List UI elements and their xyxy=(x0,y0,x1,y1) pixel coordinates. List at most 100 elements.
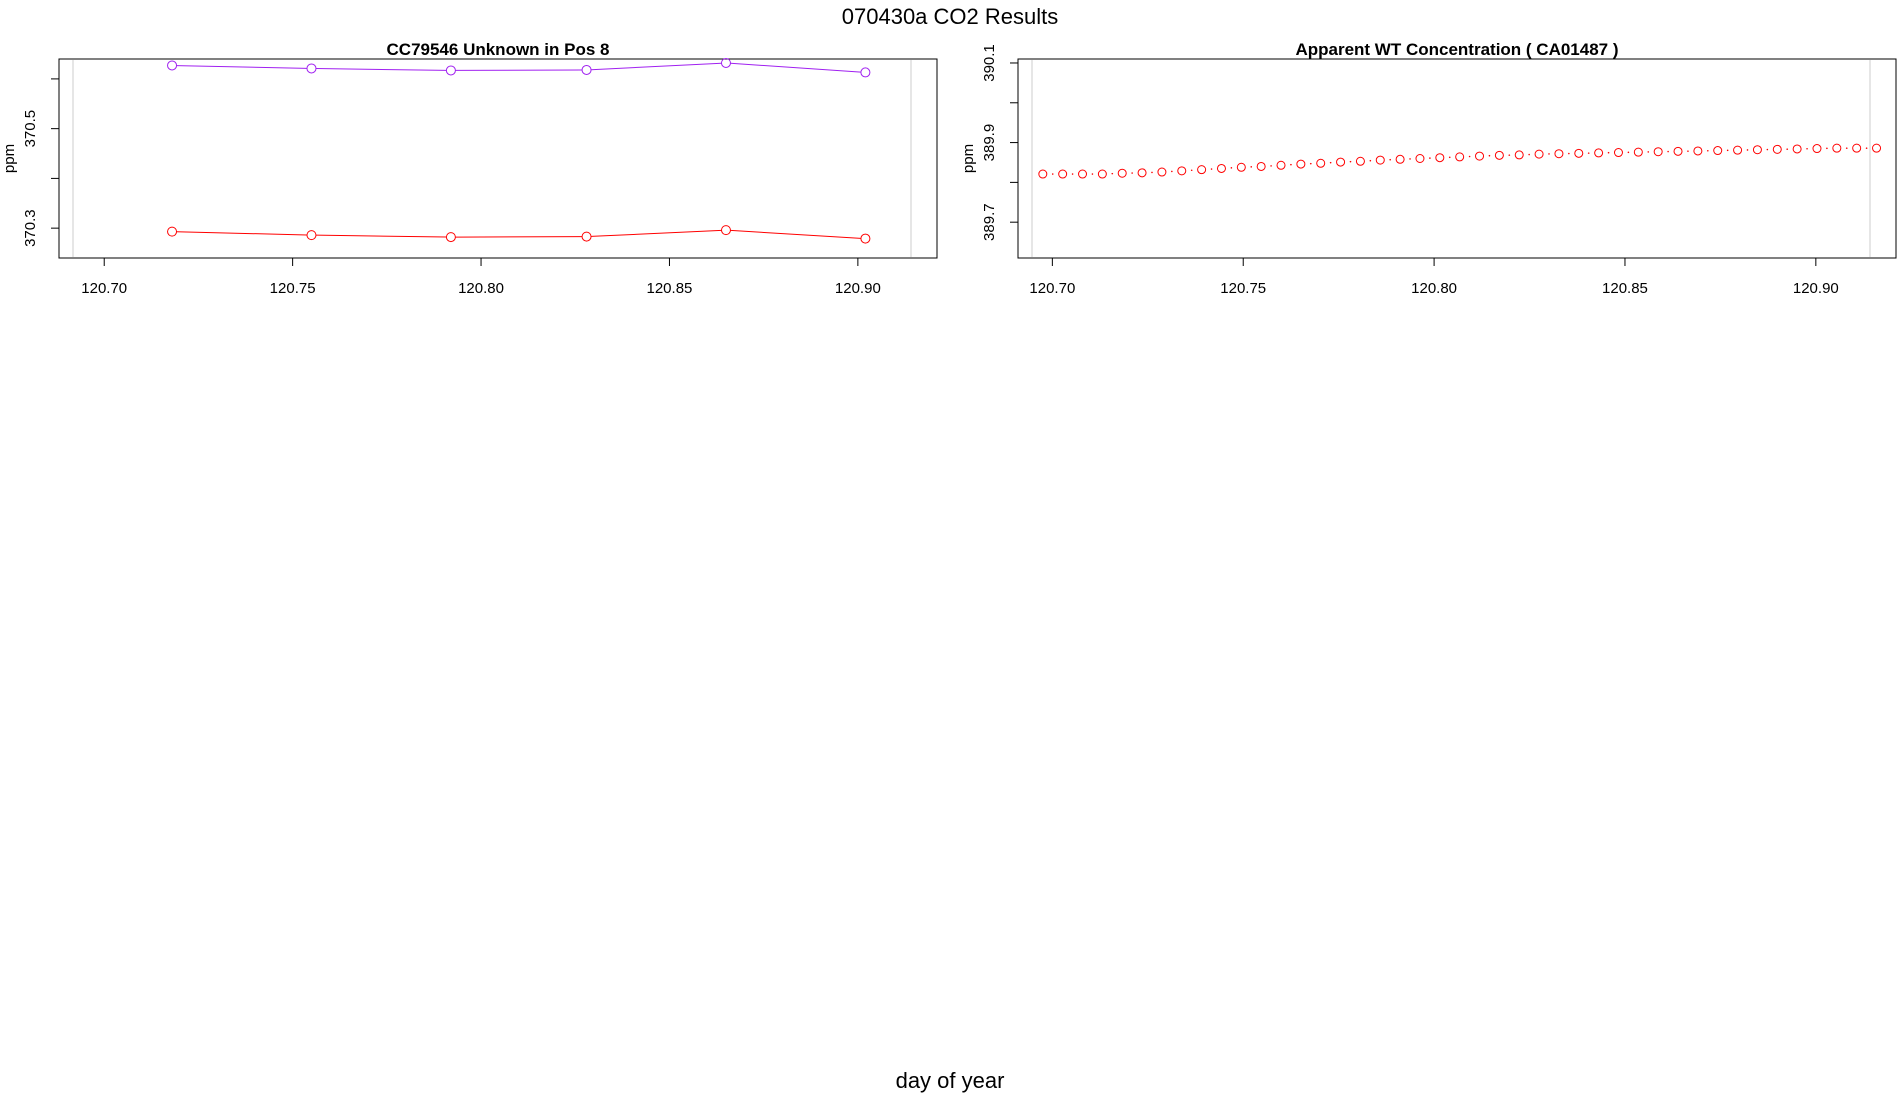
chart-title: Apparent WT Concentration ( CA01487 ) xyxy=(1295,40,1618,59)
data-point xyxy=(1514,150,1524,160)
series-segment xyxy=(591,62,722,71)
data-point xyxy=(1236,162,1246,172)
x-tick-label: 120.85 xyxy=(647,280,693,297)
data-point xyxy=(445,232,456,243)
series-connector xyxy=(1270,165,1272,167)
series-connector xyxy=(1071,173,1074,175)
series-connector xyxy=(1746,149,1749,151)
y-tick-label: 389.7 xyxy=(981,203,998,241)
data-point xyxy=(1494,150,1504,160)
data-point xyxy=(1534,149,1544,159)
data-point xyxy=(1276,160,1286,170)
series-2 xyxy=(167,225,871,244)
series-connector xyxy=(1210,168,1213,170)
data-point xyxy=(581,231,592,242)
series-connector xyxy=(1587,152,1590,154)
data-point xyxy=(1296,159,1306,169)
series-segment xyxy=(730,229,861,239)
x-tick-label: 120.75 xyxy=(270,280,316,297)
data-point xyxy=(1038,169,1048,179)
series-connector xyxy=(1548,153,1550,155)
series-segment xyxy=(176,65,307,69)
data-point xyxy=(1355,156,1365,166)
x-tick-label: 120.70 xyxy=(81,280,127,297)
data-point xyxy=(1574,148,1584,158)
data-point xyxy=(1157,167,1167,177)
series-connector xyxy=(1488,154,1491,157)
data-point xyxy=(1078,169,1088,179)
page-title: 070430a CO2 Results xyxy=(841,4,1059,29)
data-point xyxy=(1097,169,1107,179)
data-point xyxy=(1137,168,1147,178)
x-tick-label: 120.75 xyxy=(1220,280,1266,297)
x-tick-label: 120.90 xyxy=(835,280,881,297)
x-tick-label: 120.90 xyxy=(1793,280,1839,297)
series-connector xyxy=(1309,162,1312,165)
series-connector xyxy=(1409,158,1411,160)
data-point xyxy=(1752,145,1762,155)
series-connector xyxy=(1448,156,1451,159)
chart-title: CC79546 Unknown in Pos 8 xyxy=(387,40,610,59)
data-point xyxy=(581,64,592,75)
data-point xyxy=(1594,148,1604,158)
series-connector xyxy=(1865,147,1868,149)
series-connector xyxy=(1111,172,1114,175)
data-point xyxy=(1256,161,1266,171)
series-segment xyxy=(315,68,447,71)
series-connector xyxy=(1429,157,1431,159)
series-connector xyxy=(1349,160,1352,163)
data-point xyxy=(1872,143,1882,153)
data-point xyxy=(167,60,178,71)
series-segment xyxy=(315,234,447,238)
data-point xyxy=(1693,146,1703,156)
y-tick-label: 370.3 xyxy=(22,209,39,247)
series-connector xyxy=(1468,155,1471,158)
series-1 xyxy=(167,57,871,78)
series-connector xyxy=(1786,148,1789,150)
y-tick-label: 390.1 xyxy=(981,44,998,82)
data-point xyxy=(1375,155,1385,165)
series-connector xyxy=(1131,172,1133,174)
data-point xyxy=(1772,144,1782,154)
series-1 xyxy=(1038,143,1882,179)
data-point xyxy=(1613,148,1623,158)
series-connector xyxy=(1607,151,1610,154)
plot-frame xyxy=(1017,58,1897,259)
data-point xyxy=(1733,145,1743,155)
data-point xyxy=(1336,157,1346,167)
series-connector xyxy=(1329,161,1332,164)
series-segment xyxy=(730,62,861,73)
series-connector xyxy=(1051,173,1054,175)
series-segment xyxy=(591,229,722,237)
data-point xyxy=(860,67,871,78)
data-point xyxy=(1435,153,1445,163)
data-point xyxy=(1117,168,1127,178)
data-point xyxy=(1216,163,1226,173)
series-connector xyxy=(1726,149,1729,152)
series-connector xyxy=(1230,167,1233,169)
series-connector xyxy=(1091,173,1094,175)
data-point xyxy=(1395,154,1405,164)
series-connector xyxy=(1667,150,1669,153)
plot-frame xyxy=(58,58,938,259)
data-point xyxy=(445,65,456,76)
series-connector xyxy=(1806,147,1808,150)
y-tick-label: 389.9 xyxy=(981,124,998,162)
data-point xyxy=(1316,158,1326,168)
data-point xyxy=(1852,143,1862,153)
series-segment xyxy=(176,231,307,236)
series-connector xyxy=(1528,153,1530,156)
series-connector xyxy=(1766,148,1769,151)
x-tick-label: 120.85 xyxy=(1602,280,1648,297)
data-point xyxy=(860,233,871,244)
data-point xyxy=(1058,169,1068,179)
series-connector xyxy=(1508,154,1511,156)
data-point xyxy=(167,226,178,237)
series-connector xyxy=(1826,147,1828,150)
data-point xyxy=(1455,152,1465,162)
series-connector xyxy=(1389,158,1391,161)
x-tick-label: 120.80 xyxy=(1411,280,1457,297)
data-point xyxy=(1792,144,1802,154)
series-connector xyxy=(1707,149,1709,152)
